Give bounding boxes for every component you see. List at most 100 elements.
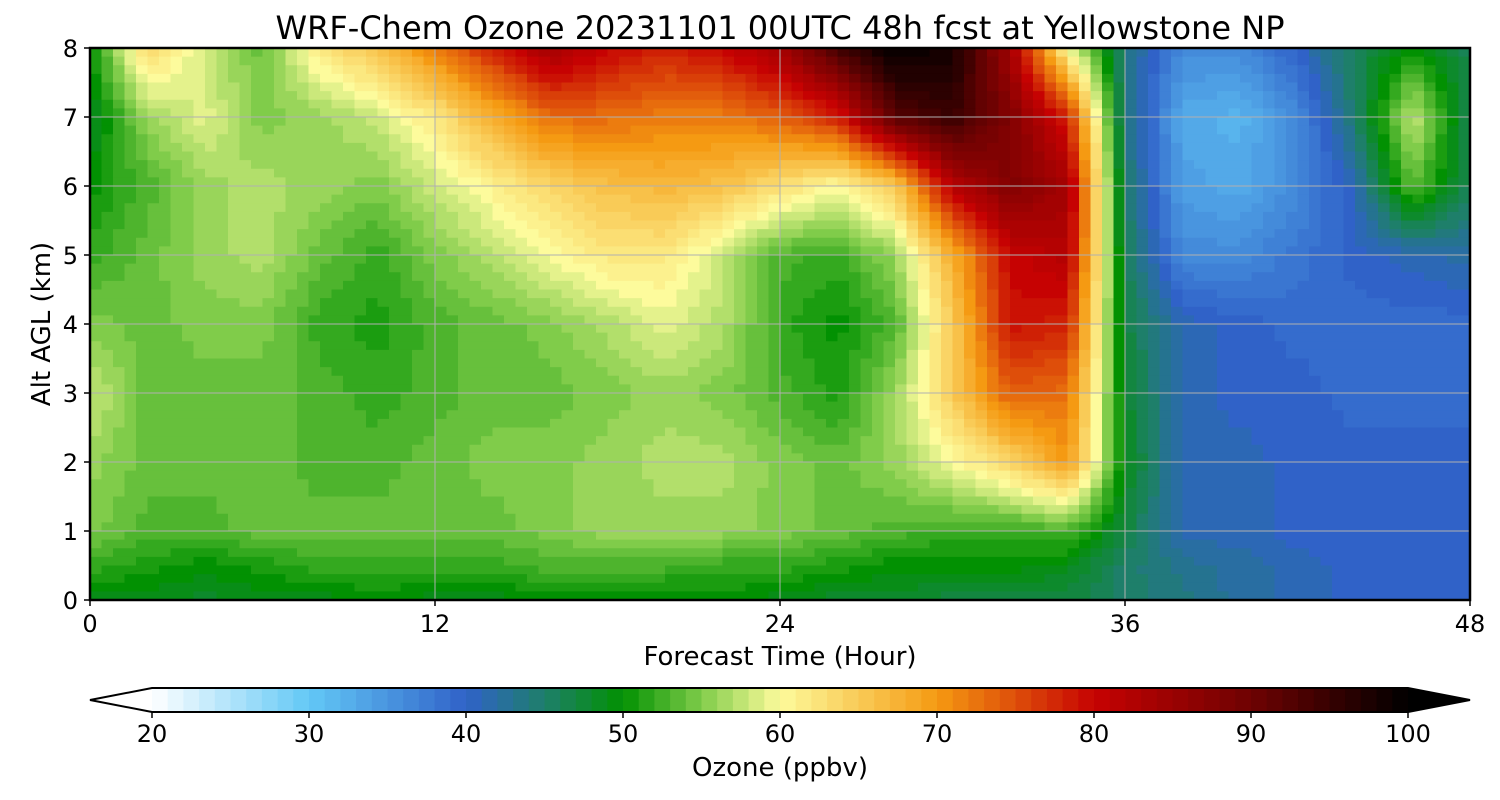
heatmap-cell — [251, 591, 264, 600]
heatmap-cell — [343, 151, 356, 161]
heatmap-cell — [205, 255, 218, 265]
heatmap-cell — [895, 565, 908, 575]
heatmap-cell — [446, 375, 459, 385]
heatmap-cell — [481, 306, 494, 316]
heatmap-cell — [538, 289, 551, 299]
heatmap-cell — [573, 591, 586, 600]
heatmap-cell — [596, 117, 609, 127]
heatmap-cell — [400, 401, 413, 411]
heatmap-cell — [170, 220, 183, 230]
heatmap-cell — [952, 539, 965, 549]
heatmap-cell — [918, 410, 931, 420]
heatmap-cell — [814, 565, 827, 575]
heatmap-cell — [435, 65, 448, 75]
heatmap-cell — [492, 393, 505, 403]
heatmap-cell — [412, 315, 425, 325]
heatmap-cell — [435, 99, 448, 109]
heatmap-cell — [113, 591, 126, 600]
heatmap-cell — [849, 427, 862, 437]
heatmap-cell — [182, 298, 195, 308]
heatmap-cell — [745, 255, 758, 265]
heatmap-cell — [366, 237, 379, 247]
heatmap-cell — [596, 255, 609, 265]
heatmap-cell — [458, 48, 471, 58]
heatmap-cell — [803, 151, 816, 161]
heatmap-cell — [734, 324, 747, 334]
heatmap-cell — [435, 375, 448, 385]
heatmap-cell — [768, 513, 781, 523]
heatmap-cell — [607, 289, 620, 299]
heatmap-cell — [734, 65, 747, 75]
heatmap-cell — [205, 505, 218, 515]
heatmap-cell — [699, 177, 712, 187]
heatmap-cell — [297, 186, 310, 196]
heatmap-cell — [170, 306, 183, 316]
heatmap-cell — [964, 220, 977, 230]
heatmap-cell — [446, 513, 459, 523]
heatmap-cell — [895, 272, 908, 282]
heatmap-cell — [205, 48, 218, 58]
heatmap-cell — [262, 505, 275, 515]
heatmap-cell — [619, 531, 632, 541]
heatmap-cell — [147, 99, 160, 109]
heatmap-cell — [90, 496, 103, 506]
heatmap-cell — [596, 91, 609, 101]
heatmap-cell — [527, 358, 540, 368]
heatmap-cell — [607, 349, 620, 360]
heatmap-cell — [883, 160, 896, 170]
heatmap-cell — [734, 427, 747, 437]
heatmap-cell — [929, 582, 942, 592]
heatmap-cell — [757, 349, 770, 360]
heatmap-cell — [619, 436, 632, 446]
heatmap-cell — [883, 177, 896, 187]
heatmap-cell — [274, 65, 287, 75]
heatmap-cell — [906, 134, 919, 144]
heatmap-cell — [504, 591, 517, 600]
heatmap-cell — [308, 418, 321, 429]
heatmap-cell — [722, 436, 735, 446]
heatmap-cell — [90, 306, 103, 316]
heatmap-cell — [469, 591, 482, 600]
heatmap-cell — [170, 487, 183, 498]
heatmap-cell — [665, 401, 678, 411]
heatmap-cell — [136, 142, 149, 153]
heatmap-cell — [504, 375, 517, 385]
heatmap-cell — [354, 203, 367, 213]
heatmap-cell — [90, 73, 103, 84]
heatmap-cell — [573, 496, 586, 506]
heatmap-cell — [952, 117, 965, 127]
heatmap-cell — [722, 367, 735, 377]
heatmap-cell — [837, 574, 850, 584]
heatmap-cell — [826, 220, 839, 230]
heatmap-cell — [515, 384, 528, 394]
heatmap-cell — [573, 56, 586, 66]
heatmap-cell — [90, 177, 103, 187]
heatmap-cell — [205, 401, 218, 411]
heatmap-cell — [216, 289, 229, 299]
heatmap-cell — [308, 565, 321, 575]
heatmap-cell — [90, 479, 103, 489]
heatmap-cell — [423, 177, 436, 187]
heatmap-cell — [239, 470, 252, 480]
heatmap-cell — [124, 410, 137, 420]
heatmap-cell — [262, 280, 275, 291]
heatmap-cell — [147, 315, 160, 325]
heatmap-cell — [159, 393, 172, 403]
heatmap-cell — [860, 255, 873, 265]
heatmap-cell — [837, 453, 850, 463]
heatmap-cell — [906, 168, 919, 178]
heatmap-cell — [239, 306, 252, 316]
heatmap-cell — [814, 393, 827, 403]
heatmap-cell — [90, 341, 103, 351]
heatmap-cell — [90, 237, 103, 247]
heatmap-cell — [895, 539, 908, 549]
heatmap-cell — [320, 436, 333, 446]
heatmap-cell — [159, 505, 172, 515]
heatmap-cell — [504, 358, 517, 368]
heatmap-cell — [159, 177, 172, 187]
heatmap-cell — [619, 194, 632, 204]
heatmap-cell — [780, 194, 793, 204]
heatmap-cell — [113, 263, 126, 273]
heatmap-cell — [849, 522, 862, 532]
heatmap-cell — [780, 531, 793, 541]
